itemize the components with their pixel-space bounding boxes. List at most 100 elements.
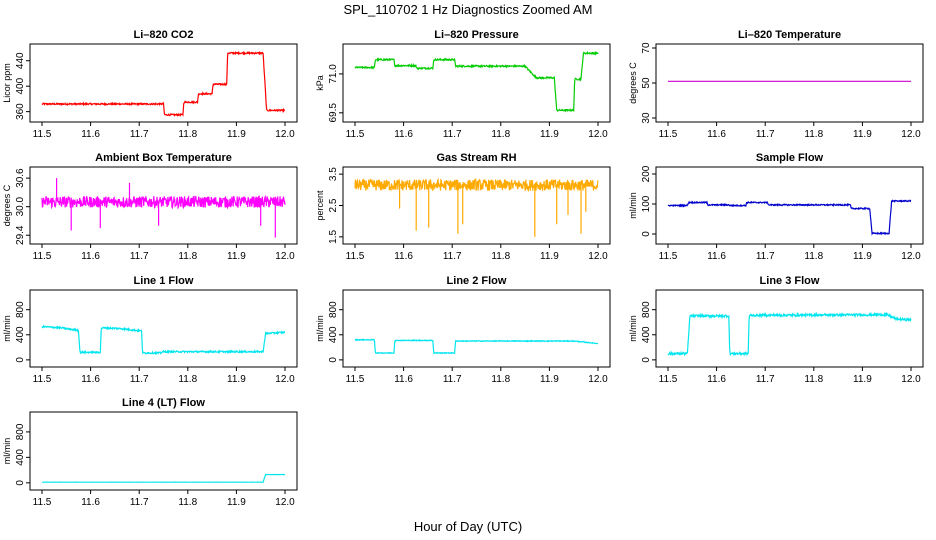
x-tick-label: 11.8 [178,374,197,385]
x-tick-label: 11.6 [707,251,726,262]
y-tick-label: 0 [328,357,339,363]
figure-title: SPL_110702 1 Hz Diagnostics Zoomed AM [343,2,592,17]
chart-panel: Ambient Box Temperature degrees C 11.5 11.6… [2,152,298,262]
x-tick-label: 11.8 [804,129,823,140]
x-tick-label: 12.0 [901,129,921,140]
y-tick-label: 360 [15,103,26,120]
x-tick-label: 11.6 [394,129,413,140]
y-tick-label: 100 [641,195,652,212]
x-tick-label: 11.5 [346,374,365,385]
x-tick-label: 12.0 [588,251,608,262]
x-tick-label: 11.6 [394,251,413,262]
y-tick-label: 800 [641,301,652,318]
panel-grid: Li–820 CO2 Licor ppm 11.5 11.6 11.7 11.8 11.9 1… [2,29,924,508]
y-tick-label: 50 [641,77,652,89]
plot-frame [342,166,611,245]
panel-title: Line 1 Flow [134,275,194,287]
y-tick-label: 0 [15,357,26,363]
y-tick-label: 0 [15,480,26,486]
x-tick-label: 11.8 [804,374,823,385]
y-tick-label: 2.5 [328,198,339,212]
x-tick-label: 11.9 [853,129,872,140]
plot-frame [29,166,298,245]
y-tick-label: 400 [15,449,26,466]
y-axis-label: ml/min [2,438,12,465]
x-tick-label: 12.0 [275,374,295,385]
y-tick-label: 3.5 [328,167,339,181]
x-tick-label: 11.7 [130,497,149,508]
x-tick-label: 11.7 [756,374,775,385]
x-tick-label: 12.0 [275,497,295,508]
x-tick-label: 11.6 [81,129,100,140]
figure-x-axis-label: Hour of Day (UTC) [414,519,522,534]
series-line [41,50,286,117]
y-tick-label: 800 [15,423,26,440]
chart-panel: Line 1 Flow ml/min 11.5 11.6 11.7 11.8 11.9 12.… [2,275,298,385]
y-tick-label: 1.5 [328,229,339,243]
y-axis-label: ml/min [315,315,325,342]
x-tick-label: 11.9 [853,374,872,385]
plot-frame [655,289,924,368]
x-tick-label: 11.6 [81,251,100,262]
chart-panel: Sample Flow ml/min 11.5 11.6 11.7 11.8 11.9 12.… [628,152,924,262]
x-tick-label: 11.8 [178,497,197,508]
chart-panel: Line 3 Flow ml/min 11.5 11.6 11.7 11.8 11.9 12.… [628,275,924,385]
x-tick-label: 11.6 [81,497,100,508]
panel-title: Li–820 Temperature [738,29,841,41]
x-tick-label: 11.8 [804,251,823,262]
y-axis-label: degrees C [2,184,12,226]
x-tick-label: 11.6 [394,374,413,385]
x-tick-label: 11.7 [130,374,149,385]
y-tick-label: 440 [15,52,26,69]
panel-title: Gas Stream RH [436,152,516,164]
y-axis-label: kPa [315,75,325,91]
x-tick-label: 11.9 [227,251,246,262]
x-tick-label: 12.0 [901,374,921,385]
y-tick-label: 400 [641,326,652,343]
y-tick-label: 30.0 [15,197,26,217]
y-tick-label: 69.5 [328,103,339,123]
y-tick-label: 400 [328,326,339,343]
x-tick-label: 11.7 [443,374,462,385]
x-tick-label: 11.9 [227,374,246,385]
plot-frame [29,43,298,123]
y-tick-label: 0 [641,357,652,363]
panel-title: Line 2 Flow [447,275,507,287]
x-tick-label: 12.0 [588,374,608,385]
chart-panel: Gas Stream RH percent 11.5 11.6 11.7 11.8 11.9… [315,152,611,262]
y-axis-label: percent [315,190,325,221]
x-tick-label: 11.5 [346,129,365,140]
chart-panel: Li–820 Pressure kPa 11.5 11.6 11.7 11.8 11.9 12… [315,29,611,140]
plot-frame [29,411,298,491]
x-tick-label: 11.7 [756,129,775,140]
y-tick-label: 30.6 [15,168,26,188]
x-tick-label: 12.0 [901,251,921,262]
x-tick-label: 11.7 [130,129,149,140]
series-line [41,178,286,238]
x-tick-label: 11.6 [707,129,726,140]
x-tick-label: 11.5 [659,374,678,385]
x-tick-label: 11.9 [540,129,559,140]
x-tick-label: 11.8 [491,374,510,385]
panel-title: Ambient Box Temperature [95,152,232,164]
x-tick-label: 11.8 [491,129,510,140]
plot-frame [29,289,298,368]
series-line [354,338,598,355]
panel-title: Li–820 Pressure [434,29,518,41]
series-line [667,311,912,357]
y-tick-label: 400 [15,77,26,94]
x-tick-label: 11.9 [540,251,559,262]
y-tick-label: 70 [641,42,652,54]
x-tick-label: 11.7 [130,251,149,262]
x-tick-label: 12.0 [275,129,295,140]
chart-panel: Li–820 CO2 Licor ppm 11.5 11.6 11.7 11.8 11.9 1… [2,29,298,140]
x-tick-label: 11.7 [756,251,775,262]
y-tick-label: 30 [641,112,652,124]
x-tick-label: 11.8 [178,129,197,140]
plot-frame [655,43,924,123]
x-tick-label: 11.6 [707,374,726,385]
x-tick-label: 11.7 [443,129,462,140]
x-tick-label: 11.7 [443,251,462,262]
panel-title: Line 3 Flow [760,275,820,287]
